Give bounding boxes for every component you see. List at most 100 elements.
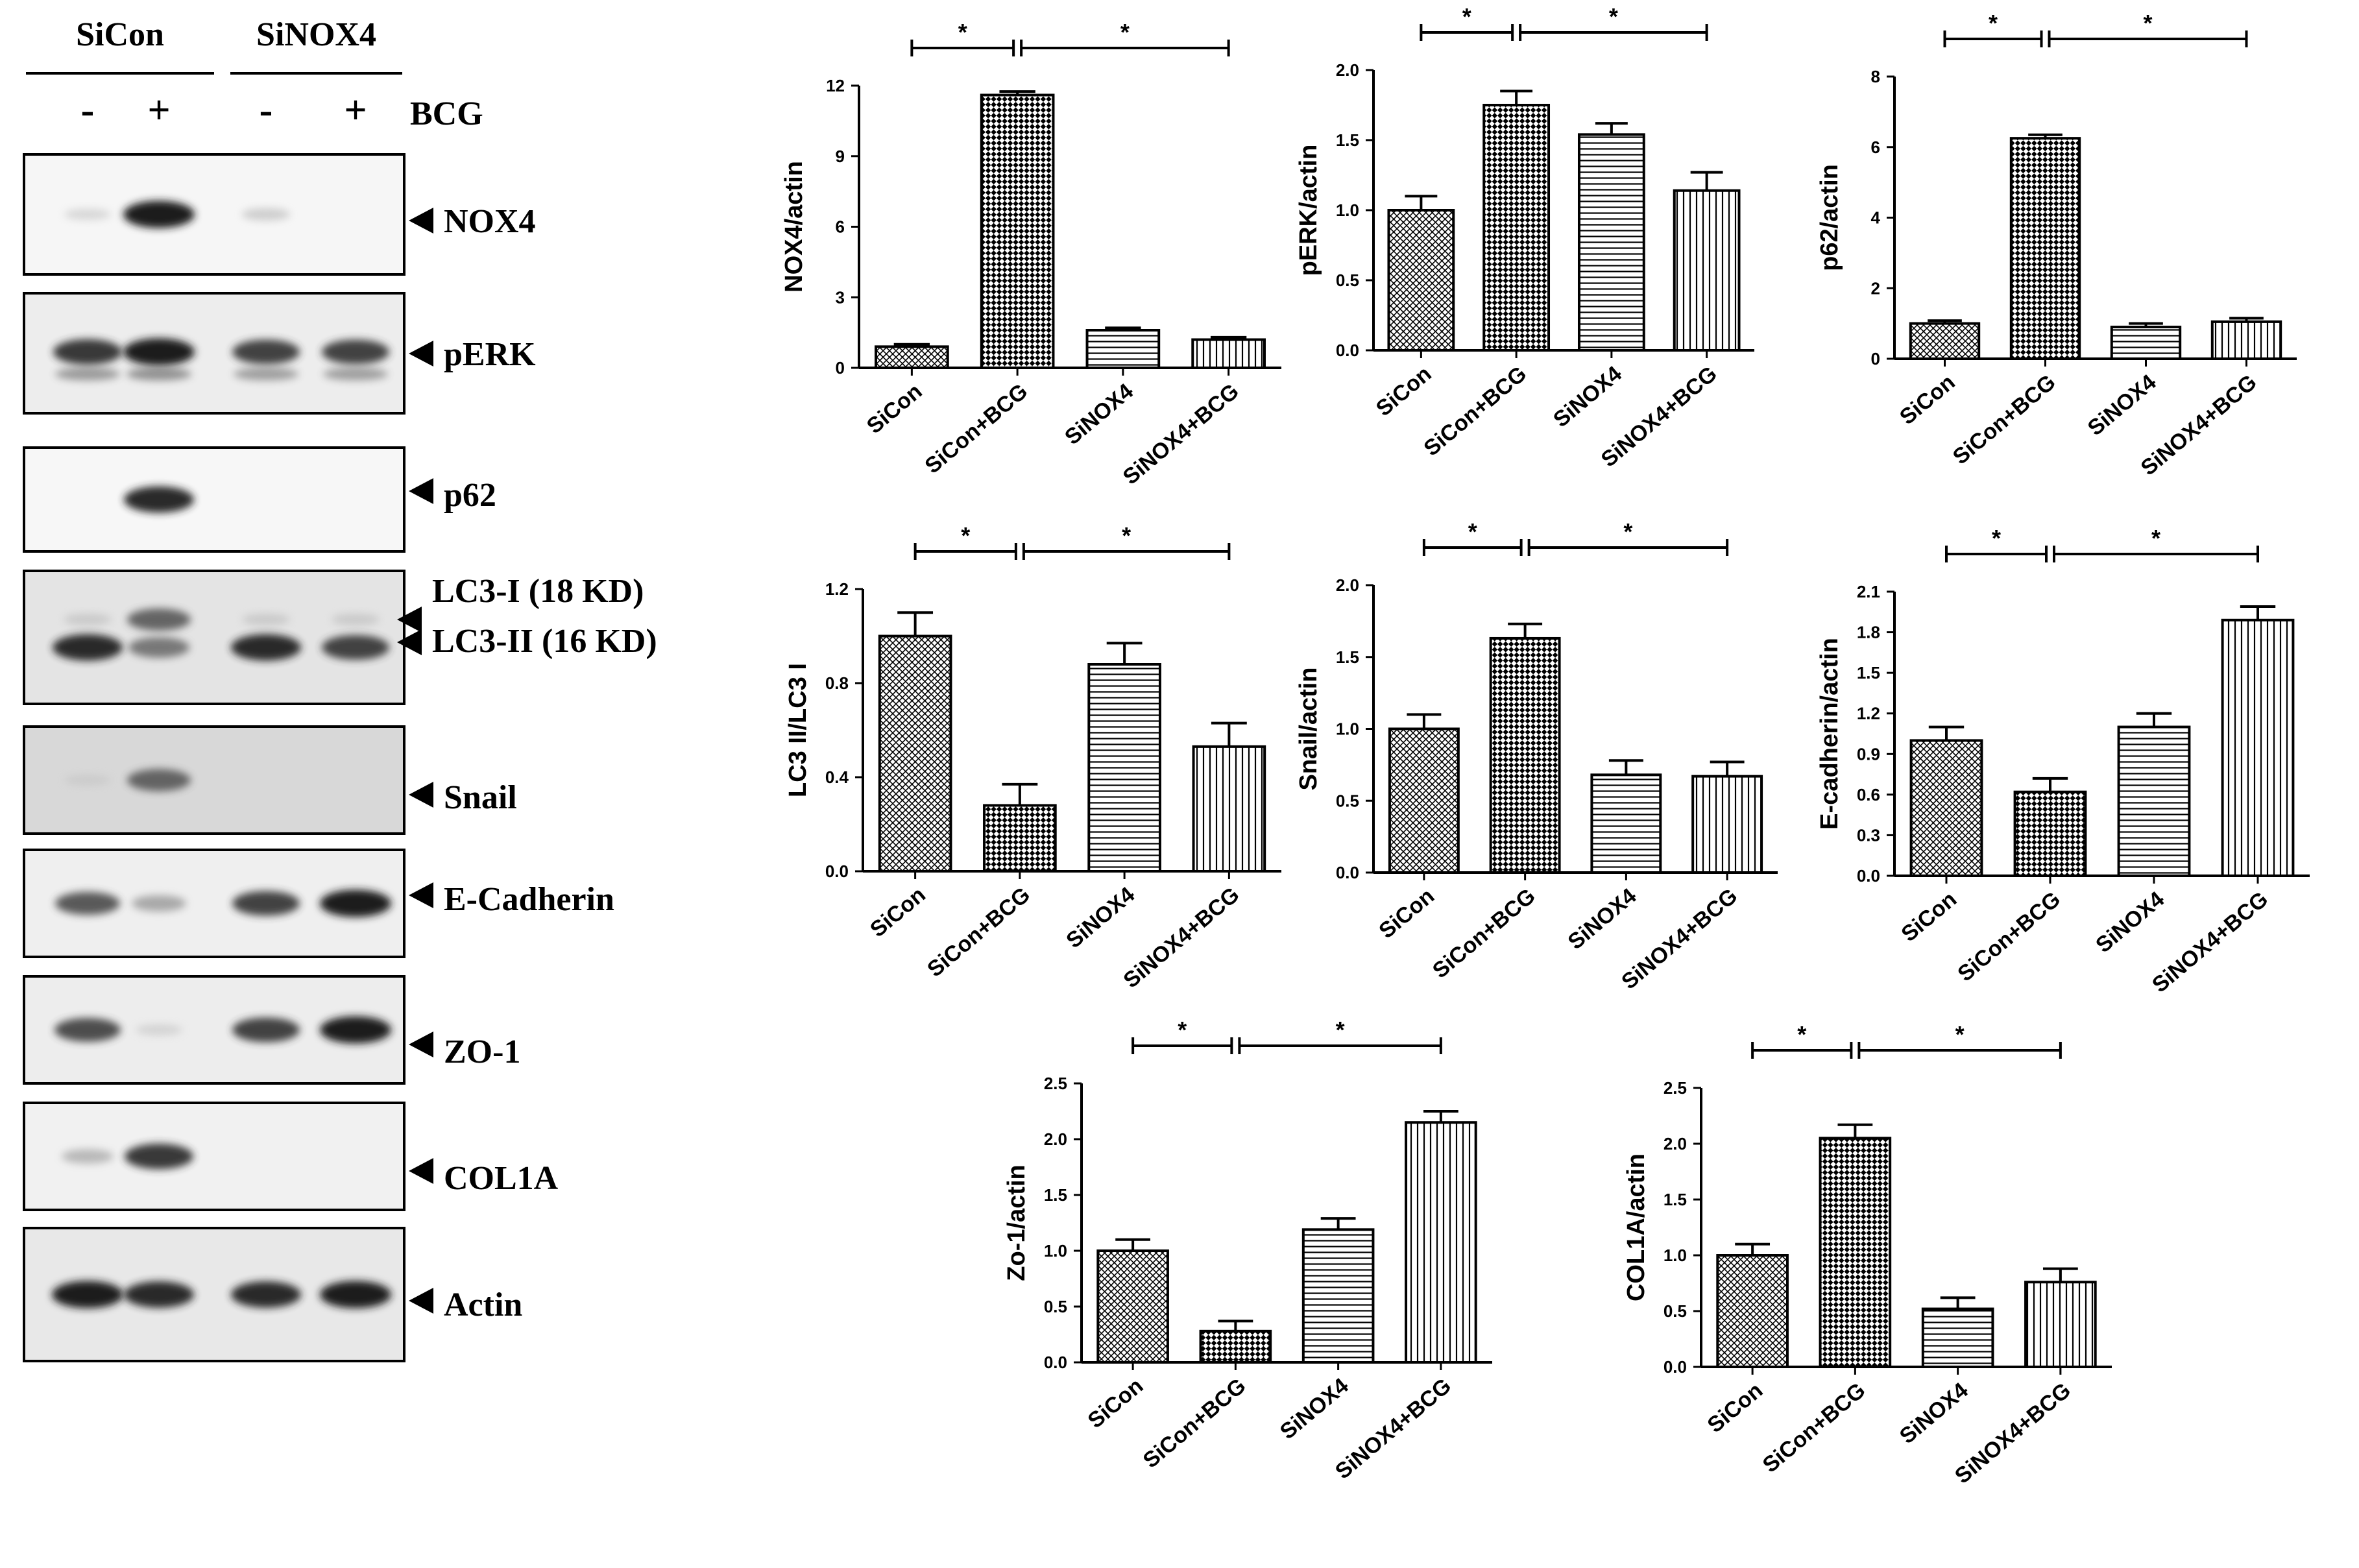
blot-band [127,769,191,791]
y-tick-label: 8 [1871,67,1880,86]
y-tick-label: 0.8 [825,673,849,693]
y-tick-label: 2.0 [1336,575,1359,595]
significance-label: * [1992,525,2001,551]
y-tick-label: 4 [1871,208,1881,228]
chart-e-cadherin: 0.0 0.3 0.6 0.9 1.2 1.5 1.8 2.1 E-cadherin/actin… [1816,525,2310,998]
bar [2009,137,2081,360]
band-arrow [397,607,422,633]
x-tick-label: SiNOX4 [1061,882,1139,953]
y-tick-label: 6 [836,217,845,237]
y-tick-label: 0 [836,358,845,378]
y-tick-label: 0.0 [1336,863,1359,882]
y-axis-label: NOX4/actin [780,161,808,293]
y-tick-label: 0.0 [1663,1357,1687,1377]
x-tick-label: SiCon+BCG [1758,1378,1870,1478]
blot-band [54,1018,121,1042]
bar [1388,727,1460,874]
blot-band [125,1143,193,1170]
group-label: SiCon [76,16,164,53]
y-tick-label: 0.5 [1663,1301,1687,1321]
blot-band [64,208,111,221]
y-tick-label: 1.0 [1336,719,1359,739]
blot-band [232,339,300,365]
y-tick-label: 1.5 [1663,1190,1687,1209]
band-arrow [409,1288,433,1314]
blot-band [127,608,191,631]
treatment-label: BCG [410,95,483,132]
lane-sign: + [147,88,170,132]
chart-col1a: 0.0 0.5 1.0 1.5 2.0 2.5 COL1A/actin SiConSiCon+… [1623,1021,2112,1489]
y-tick-label: 1.5 [1336,647,1359,667]
lane-sign: + [344,88,367,132]
x-tick-label: SiCon [862,379,927,439]
significance-label: * [961,522,970,549]
group-label: SiNOX4 [256,16,376,53]
x-tick-label: SiNOX4+BCG [1119,379,1244,490]
y-tick-label: 2.0 [1044,1129,1067,1149]
x-tick-label: SiCon [1896,887,1961,947]
bar [1909,322,1981,360]
x-tick-label: SiNOX4 [2083,370,2161,440]
x-tick-label: SiCon+BCG [923,882,1035,982]
y-tick-label: 1.5 [1044,1185,1067,1205]
bar [2110,326,2182,360]
blot-band [136,1024,182,1036]
significance-label: * [1623,518,1632,545]
x-tick-label: SiNOX4 [1895,1378,1973,1449]
blot-band [124,486,194,513]
blot-band [320,889,391,917]
bar [1199,1329,1272,1364]
significance-label: * [2151,525,2160,551]
bar [1691,775,1763,874]
blot-band [53,339,122,365]
x-tick-label: SiNOX4 [2091,887,2169,958]
x-tick-label: SiCon [1372,361,1436,421]
bar [1921,1307,1994,1369]
x-tick-label: SiCon [1083,1373,1148,1433]
y-tick-label: 0.0 [1336,341,1359,360]
blot-band [52,1281,123,1309]
band-arrow [397,629,422,655]
blot-band [64,774,111,786]
blot-band [231,634,301,661]
significance-label: * [1989,10,1998,36]
significance-label: * [1468,518,1477,545]
band-label: Actin [444,1286,522,1323]
significance-label: * [1797,1021,1806,1048]
band-label: p62 [444,477,496,514]
y-tick-label: 1.2 [825,579,849,599]
blot-band [123,200,195,228]
bar [2221,618,2295,877]
y-tick-label: 0 [1871,349,1880,368]
y-tick-label: 0.0 [825,862,849,881]
blot-band [322,634,389,660]
blot-band [53,634,123,661]
x-tick-label: SiCon+BCG [1428,884,1540,983]
band-arrow [409,208,433,234]
y-tick-label: 0.3 [1857,825,1880,845]
blot-band [322,339,389,365]
y-tick-label: 0.0 [1857,866,1880,886]
bar [878,634,952,873]
blot-band [320,1016,391,1044]
x-tick-label: SiCon+BCG [1948,370,2061,470]
x-tick-label: SiCon [1374,884,1439,943]
blot-band [241,208,291,221]
y-tick-label: 0.5 [1336,791,1359,810]
band-arrow [409,341,433,367]
band-arrow [409,782,433,808]
bar [1909,739,1983,878]
x-tick-label: SiNOX4 [1549,361,1627,432]
bar [980,93,1055,369]
x-tick-label: SiCon [1895,370,1960,429]
y-tick-label: 1.0 [1663,1246,1687,1265]
blot-band [234,367,298,381]
bar [1673,189,1741,352]
blot-band [123,338,195,366]
x-tick-label: SiCon+BCG [921,379,1033,479]
bar [1489,636,1561,874]
lane-sign: - [81,88,95,132]
bar [1387,209,1455,352]
blot-band [232,1017,300,1043]
